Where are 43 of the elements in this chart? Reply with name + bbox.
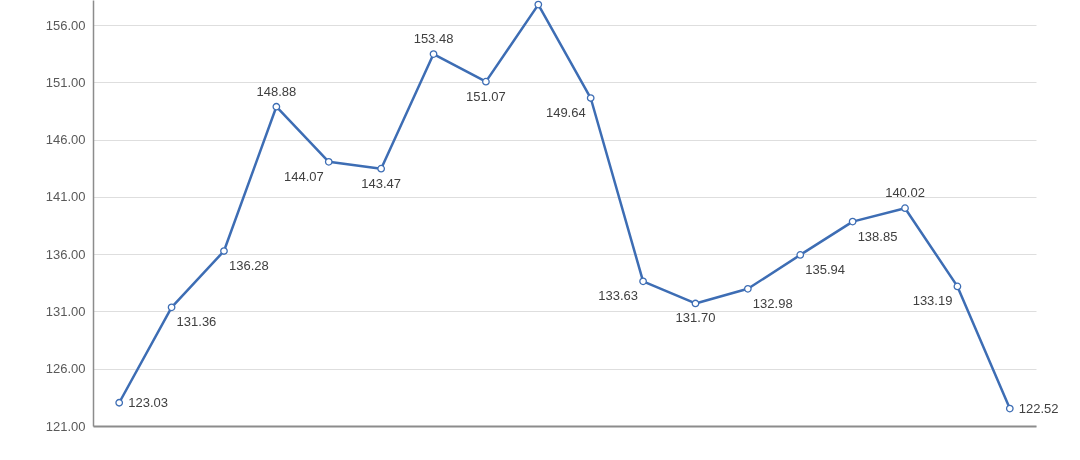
data-label: 123.03 bbox=[128, 394, 168, 410]
y-tick-label: 146.00 bbox=[45, 132, 86, 148]
point bbox=[796, 251, 805, 259]
y-tick-label: 121.00 bbox=[45, 418, 86, 434]
point bbox=[953, 282, 962, 291]
data-label: 143.47 bbox=[361, 175, 402, 191]
y-tick-label: 141.00 bbox=[45, 189, 86, 205]
point bbox=[272, 102, 281, 111]
data-label: 149.64 bbox=[545, 105, 586, 121]
point bbox=[220, 247, 228, 255]
data-label: 140.02 bbox=[885, 185, 925, 201]
point bbox=[901, 204, 909, 213]
data-label: 131.70 bbox=[675, 310, 716, 326]
y-tick-label: 156.00 bbox=[45, 17, 86, 33]
data-label: 136.28 bbox=[228, 258, 269, 274]
point bbox=[534, 0, 543, 9]
data-label: 132.98 bbox=[752, 295, 793, 311]
point bbox=[115, 398, 124, 407]
data-label: 135.94 bbox=[805, 261, 846, 277]
data-label: 133.63 bbox=[598, 288, 639, 304]
data-label: 151.07 bbox=[466, 88, 506, 104]
point bbox=[1005, 404, 1014, 413]
point bbox=[324, 157, 333, 166]
data-label: 144.07 bbox=[283, 168, 324, 184]
point bbox=[848, 217, 857, 226]
data-label: 138.85 bbox=[857, 228, 898, 244]
data-label: 133.19 bbox=[912, 293, 953, 309]
y-tick-label: 131.00 bbox=[45, 303, 86, 319]
point bbox=[743, 284, 752, 293]
point bbox=[482, 77, 490, 86]
point bbox=[377, 164, 386, 173]
data-label: 148.88 bbox=[256, 83, 297, 99]
y-tick-label: 136.00 bbox=[45, 246, 86, 262]
point bbox=[167, 303, 176, 312]
point bbox=[429, 50, 438, 58]
point bbox=[691, 299, 700, 308]
data-label: 131.36 bbox=[176, 314, 217, 330]
data-label: 153.48 bbox=[413, 31, 454, 47]
point bbox=[586, 94, 595, 102]
y-tick-label: 126.00 bbox=[45, 361, 86, 377]
y-tick-label: 151.00 bbox=[45, 74, 86, 90]
data-label: 122.52 bbox=[1018, 400, 1059, 416]
point bbox=[639, 277, 647, 286]
